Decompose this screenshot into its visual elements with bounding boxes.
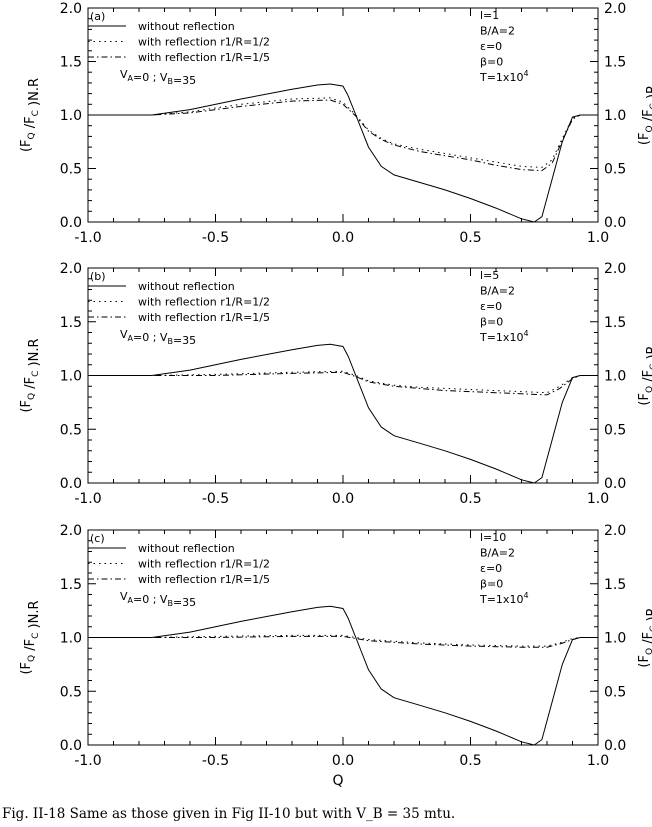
y-tick-label-left: 1.5	[60, 315, 82, 331]
caption-text: Fig. II-18 Same as those given in Fig II…	[2, 806, 456, 822]
param-label-4: β=0	[480, 578, 503, 591]
y-tick-label-right: 0.5	[604, 422, 626, 438]
param-label-2: B/A=2	[480, 285, 515, 298]
velocity-note: VA=0 ; VB=35	[120, 68, 196, 87]
legend-label-2: with reflection r1/R=1/2	[138, 558, 270, 571]
series-line-3	[88, 371, 598, 396]
legend-label-2: with reflection r1/R=1/2	[138, 36, 270, 49]
y-tick-label-left: 0.5	[60, 162, 82, 178]
x-tick-label: 1.0	[587, 491, 609, 507]
y-tick-label-right: 0.0	[604, 476, 626, 492]
y-tick-label-left: 1.0	[60, 369, 82, 385]
x-tick-label: -1.0	[74, 491, 101, 507]
param-label-3: ε=0	[480, 300, 502, 313]
y-tick-label-right: 0.0	[604, 738, 626, 754]
y-tick-label-right: 1.5	[604, 315, 626, 331]
x-tick-label: 0.0	[332, 491, 354, 507]
chart-panel-b: -1.0 -0.5 0.0 0.5 1.00.0 0.00.5 0.51.0 1.01.5 1.…	[19, 261, 652, 507]
param-label-2: B/A=2	[480, 25, 515, 38]
y-tick-label-right: 0.5	[604, 684, 626, 700]
velocity-note: VA=0 ; VB=35	[120, 590, 196, 609]
param-label-5: T=1x104	[479, 591, 529, 606]
y-axis-label-left: (FQ /FC )N.R	[19, 78, 42, 152]
y-tick-label-left: 0.5	[60, 684, 82, 700]
x-tick-label: 0.0	[332, 753, 354, 769]
x-tick-label: -0.5	[202, 753, 229, 769]
legend-label-1: without reflection	[138, 20, 235, 33]
velocity-note: VA=0 ; VB=35	[120, 328, 196, 347]
param-label-1: l=5	[480, 269, 499, 282]
series-line-3	[88, 635, 598, 648]
param-label-2: B/A=2	[480, 547, 515, 560]
y-tick-label-left: 1.5	[60, 577, 82, 593]
x-tick-label: 0.5	[459, 230, 481, 246]
param-label-5: T=1x104	[479, 69, 529, 84]
y-tick-label-left: 0.0	[60, 215, 82, 231]
y-tick-label-right: 0.0	[604, 215, 626, 231]
legend-label-1: without reflection	[138, 280, 235, 293]
y-tick-label-right: 0.5	[604, 162, 626, 178]
y-tick-label-left: 2.0	[60, 261, 82, 277]
y-tick-label-right: 1.0	[604, 108, 626, 124]
y-axis-label-left: (FQ /FC )N.R	[19, 600, 42, 674]
y-tick-label-right: 1.5	[604, 55, 626, 71]
series-line-3	[88, 99, 598, 172]
y-axis-label-left: (FQ /FC )N.R	[19, 338, 42, 412]
legend-label-3: with reflection r1/R=1/5	[138, 51, 270, 64]
y-tick-label-right: 1.0	[604, 369, 626, 385]
param-label-1: l=10	[480, 531, 506, 544]
param-label-1: l=1	[480, 9, 499, 22]
y-tick-label-left: 2.0	[60, 1, 82, 17]
series-line-2	[88, 370, 598, 394]
y-tick-label-right: 2.0	[604, 261, 626, 277]
y-axis-label-right: (FQ /FC )R	[637, 607, 652, 667]
chart-panel-a: -1.0 -0.5 0.0 0.5 1.00.0 0.00.5 0.51.0 1.01.5 1.…	[19, 1, 652, 246]
legend-label-3: with reflection r1/R=1/5	[138, 311, 270, 324]
y-tick-label-left: 1.0	[60, 108, 82, 124]
param-label-3: ε=0	[480, 562, 502, 575]
y-tick-label-right: 2.0	[604, 1, 626, 17]
series-line-1	[88, 343, 598, 484]
x-tick-label: -1.0	[74, 230, 101, 246]
y-tick-label-left: 0.0	[60, 738, 82, 754]
legend-label-1: without reflection	[138, 542, 235, 555]
series-line-2	[88, 97, 598, 168]
legend-label-2: with reflection r1/R=1/2	[138, 296, 270, 309]
y-tick-label-left: 0.5	[60, 422, 82, 438]
figure-caption: Fig. II-18 Same as those given in Fig II…	[2, 806, 455, 822]
y-tick-label-left: 1.0	[60, 631, 82, 647]
x-tick-label: 0.0	[332, 230, 354, 246]
x-tick-label: -0.5	[202, 230, 229, 246]
x-tick-label: -0.5	[202, 491, 229, 507]
y-tick-label-right: 1.5	[604, 577, 626, 593]
x-tick-label: 0.5	[459, 491, 481, 507]
y-tick-label-left: 0.0	[60, 476, 82, 492]
panel-label: (a)	[90, 10, 105, 23]
y-axis-label-right: (FQ /FC )R	[637, 345, 652, 405]
series-line-1	[88, 83, 598, 223]
x-tick-label: 0.5	[459, 753, 481, 769]
y-tick-label-right: 2.0	[604, 523, 626, 539]
panel-label: (c)	[90, 532, 105, 545]
x-tick-label: -1.0	[74, 753, 101, 769]
panel-label: (b)	[90, 270, 106, 283]
y-axis-label-right: (FQ /FC )R	[637, 85, 652, 145]
param-label-3: ε=0	[480, 40, 502, 53]
x-tick-label: 1.0	[587, 230, 609, 246]
param-label-4: β=0	[480, 316, 503, 329]
y-tick-label-right: 1.0	[604, 631, 626, 647]
param-label-4: β=0	[480, 56, 503, 69]
chart-panel-c: -1.0 -0.5 0.0 0.5 1.00.0 0.00.5 0.51.0 1.01.5 1.…	[19, 523, 652, 789]
param-label-5: T=1x104	[479, 329, 529, 344]
series-line-1	[88, 605, 598, 746]
x-axis-label: Q	[332, 773, 343, 789]
x-tick-label: 1.0	[587, 753, 609, 769]
y-tick-label-left: 2.0	[60, 523, 82, 539]
y-tick-label-left: 1.5	[60, 55, 82, 71]
legend-label-3: with reflection r1/R=1/5	[138, 573, 270, 586]
